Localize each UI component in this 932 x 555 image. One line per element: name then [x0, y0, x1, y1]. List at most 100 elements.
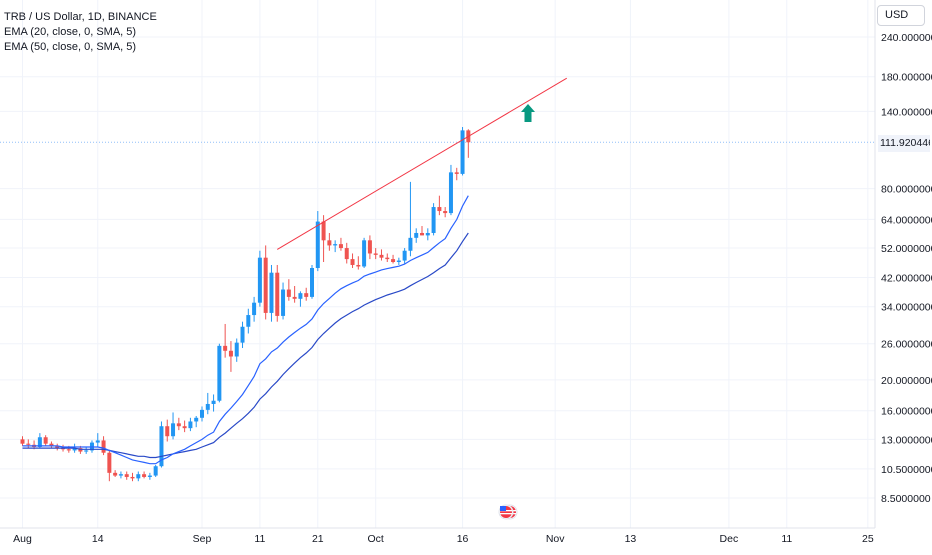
price-tick-label: 52.0000000 — [881, 243, 932, 255]
candle-body — [84, 450, 89, 452]
candle — [437, 195, 442, 216]
candle — [199, 406, 204, 422]
candle-body — [153, 466, 158, 476]
candle — [321, 215, 326, 263]
time-tick-label: 13 — [625, 533, 637, 545]
candle-body — [292, 296, 297, 299]
time-tick-label: 25 — [862, 533, 874, 545]
time-tick-label: 16 — [457, 533, 469, 545]
candle-body — [159, 426, 164, 467]
currency-selector[interactable]: USD — [877, 5, 925, 26]
candle-body — [385, 257, 390, 260]
candle-body — [72, 448, 77, 451]
candle — [252, 296, 257, 322]
legend-ema50[interactable]: EMA (50, close, 0, SMA, 5) — [4, 41, 137, 53]
price-tick-label: 42.0000000 — [881, 273, 932, 285]
candle-body — [228, 350, 233, 357]
candle-body — [333, 244, 338, 246]
candle — [315, 211, 320, 272]
candle — [367, 235, 372, 260]
time-tick-label: Sep — [193, 533, 212, 545]
candle-body — [165, 426, 170, 437]
drawings[interactable] — [277, 77, 568, 250]
candle-body — [234, 342, 239, 357]
grid-lines — [0, 0, 875, 528]
candle-body — [304, 293, 309, 297]
candle-body — [391, 259, 396, 263]
candle-body — [425, 232, 430, 236]
candle — [246, 308, 251, 334]
candle-body — [26, 443, 31, 445]
candle-body — [310, 268, 314, 297]
candle-body — [327, 240, 332, 246]
candle — [327, 232, 332, 251]
time-axis[interactable]: Aug 14 Sep 11 21 Oct 16 Nov 13 Dec 11 25 — [13, 533, 874, 545]
candle — [171, 412, 176, 440]
price-tick-label: 8.5000000 — [881, 493, 931, 505]
candle-body — [199, 409, 204, 418]
us-flag-icon[interactable] — [498, 504, 518, 520]
legend-symbol[interactable]: TRB / US Dollar, 1D, BINANCE — [4, 11, 157, 23]
candle-body — [188, 421, 193, 429]
candle-body — [223, 345, 228, 351]
candle-body — [240, 326, 245, 343]
candle-body — [356, 264, 361, 267]
candle — [414, 228, 419, 243]
flag-stripe — [500, 513, 512, 515]
candle — [165, 419, 170, 442]
candle — [142, 471, 147, 479]
candle-body — [37, 437, 42, 448]
candle — [118, 471, 123, 479]
candle-body — [408, 237, 413, 251]
candle — [147, 472, 152, 480]
candle — [275, 264, 280, 322]
up-arrow-icon[interactable] — [521, 104, 535, 122]
candle — [379, 249, 384, 261]
candle-body — [43, 437, 48, 444]
candle-body — [367, 240, 372, 254]
candle — [408, 181, 413, 257]
candle-body — [460, 130, 465, 174]
price-tick-label: 64.0000000 — [881, 214, 932, 226]
candle — [182, 420, 187, 433]
candle — [420, 226, 425, 236]
trendline[interactable] — [277, 77, 568, 250]
candle — [240, 321, 245, 349]
candle — [101, 436, 106, 456]
time-tick-label: Oct — [368, 533, 384, 545]
candle — [176, 417, 181, 431]
event-markers[interactable] — [498, 504, 518, 520]
candles — [20, 127, 471, 482]
candle-body — [136, 474, 141, 479]
candle-body — [443, 211, 448, 214]
candle — [431, 203, 436, 236]
candle-body — [286, 289, 291, 297]
price-tick-label: 20.0000000 — [881, 375, 932, 387]
candle-body — [402, 250, 407, 261]
ema50-line — [22, 232, 469, 459]
candle — [217, 343, 222, 403]
candle — [391, 254, 396, 264]
legend-ema20[interactable]: EMA (20, close, 0, SMA, 5) — [4, 26, 137, 38]
candle-body — [107, 452, 112, 473]
candle — [269, 264, 274, 322]
candle-body — [315, 221, 320, 269]
candle — [425, 228, 430, 241]
candle — [333, 240, 338, 253]
price-tick-label: 26.0000000 — [881, 339, 932, 351]
candle-body — [176, 423, 181, 427]
candle — [130, 472, 135, 482]
price-axis[interactable]: 240.0000000 180.0000000 140.0000000 80.0000… — [881, 32, 932, 505]
candle-body — [338, 244, 343, 249]
candle-body — [171, 423, 176, 437]
candle — [124, 471, 129, 480]
candle — [298, 291, 303, 307]
price-tick-label: 180.0000000 — [881, 72, 932, 84]
candle — [20, 436, 25, 446]
candle — [448, 164, 453, 216]
candle — [136, 471, 141, 482]
candle — [373, 248, 378, 260]
price-tick-label: 80.0000000 — [881, 184, 932, 196]
